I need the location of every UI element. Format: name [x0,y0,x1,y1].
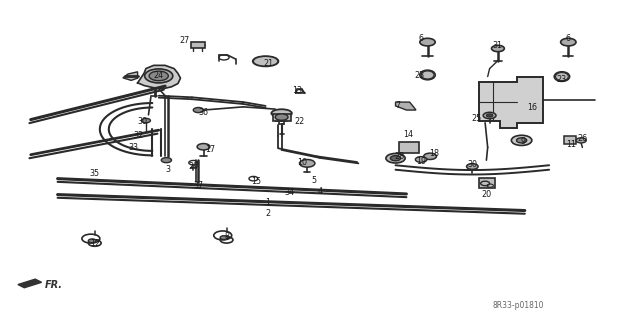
Text: 6: 6 [419,34,424,43]
Text: 36: 36 [198,108,209,117]
Text: 2: 2 [265,209,270,218]
Ellipse shape [420,70,435,80]
Circle shape [511,135,532,145]
Text: 15: 15 [251,177,261,186]
Bar [564,136,576,144]
Text: 37: 37 [193,181,204,190]
Circle shape [492,45,504,52]
Circle shape [415,157,427,162]
Circle shape [420,38,435,46]
Text: 4: 4 [317,187,323,196]
Circle shape [386,153,405,163]
Ellipse shape [421,71,434,79]
Text: 8: 8 [225,232,230,241]
Text: 35: 35 [90,169,100,178]
Text: 11: 11 [566,140,576,149]
Text: 10: 10 [297,158,307,167]
Text: 20: 20 [481,190,492,199]
Text: 13: 13 [292,86,302,95]
Text: 29: 29 [188,162,198,171]
Text: 26: 26 [577,134,588,143]
Text: 27: 27 [179,36,189,45]
Text: 1: 1 [265,198,270,207]
Circle shape [424,153,436,160]
Bar [399,142,419,153]
Text: 8R33-p01810: 8R33-p01810 [493,301,544,310]
Text: 12: 12 [90,239,100,248]
Text: 23: 23 [557,75,567,84]
Ellipse shape [253,56,278,66]
Text: 6: 6 [566,34,571,43]
Ellipse shape [554,72,570,81]
Circle shape [467,164,478,169]
Polygon shape [123,72,138,80]
Polygon shape [479,77,543,128]
Circle shape [300,160,315,167]
Circle shape [390,156,401,161]
Text: 7: 7 [396,101,401,110]
Ellipse shape [556,73,568,81]
Text: 9: 9 [521,137,526,146]
Circle shape [88,239,96,243]
Polygon shape [396,102,416,110]
Text: FR.: FR. [45,279,63,290]
Circle shape [145,69,173,83]
Circle shape [161,158,172,163]
Text: 18: 18 [429,149,439,158]
Circle shape [149,71,168,81]
Text: 5: 5 [311,176,316,185]
Text: 16: 16 [527,103,538,112]
Text: 31: 31 [493,41,503,50]
Bar [273,114,291,121]
Text: 32: 32 [133,131,143,140]
Text: 3: 3 [165,165,170,174]
Text: 28: 28 [394,152,404,161]
Circle shape [576,138,586,143]
Text: 30: 30 [137,117,147,126]
Text: 21: 21 [264,59,274,68]
Text: 33: 33 [128,143,138,152]
Text: 25: 25 [472,114,482,122]
Circle shape [193,108,204,113]
Ellipse shape [253,56,278,66]
Text: 24: 24 [154,71,164,80]
Circle shape [486,114,493,117]
Circle shape [220,236,228,240]
Text: 19: 19 [416,157,426,166]
Circle shape [483,112,496,119]
Text: 14: 14 [403,130,413,139]
Polygon shape [138,65,180,89]
Text: 17: 17 [205,145,215,154]
Bar [479,178,495,188]
Circle shape [275,114,288,120]
Circle shape [561,38,576,46]
Text: 30: 30 [467,160,477,169]
Polygon shape [18,279,42,288]
Circle shape [516,138,527,143]
Text: 22: 22 [294,117,305,126]
Circle shape [141,118,150,123]
Text: 23: 23 [414,71,424,80]
Bar [191,42,205,48]
Text: 34: 34 [284,188,294,197]
Circle shape [197,144,210,150]
Ellipse shape [271,109,292,117]
